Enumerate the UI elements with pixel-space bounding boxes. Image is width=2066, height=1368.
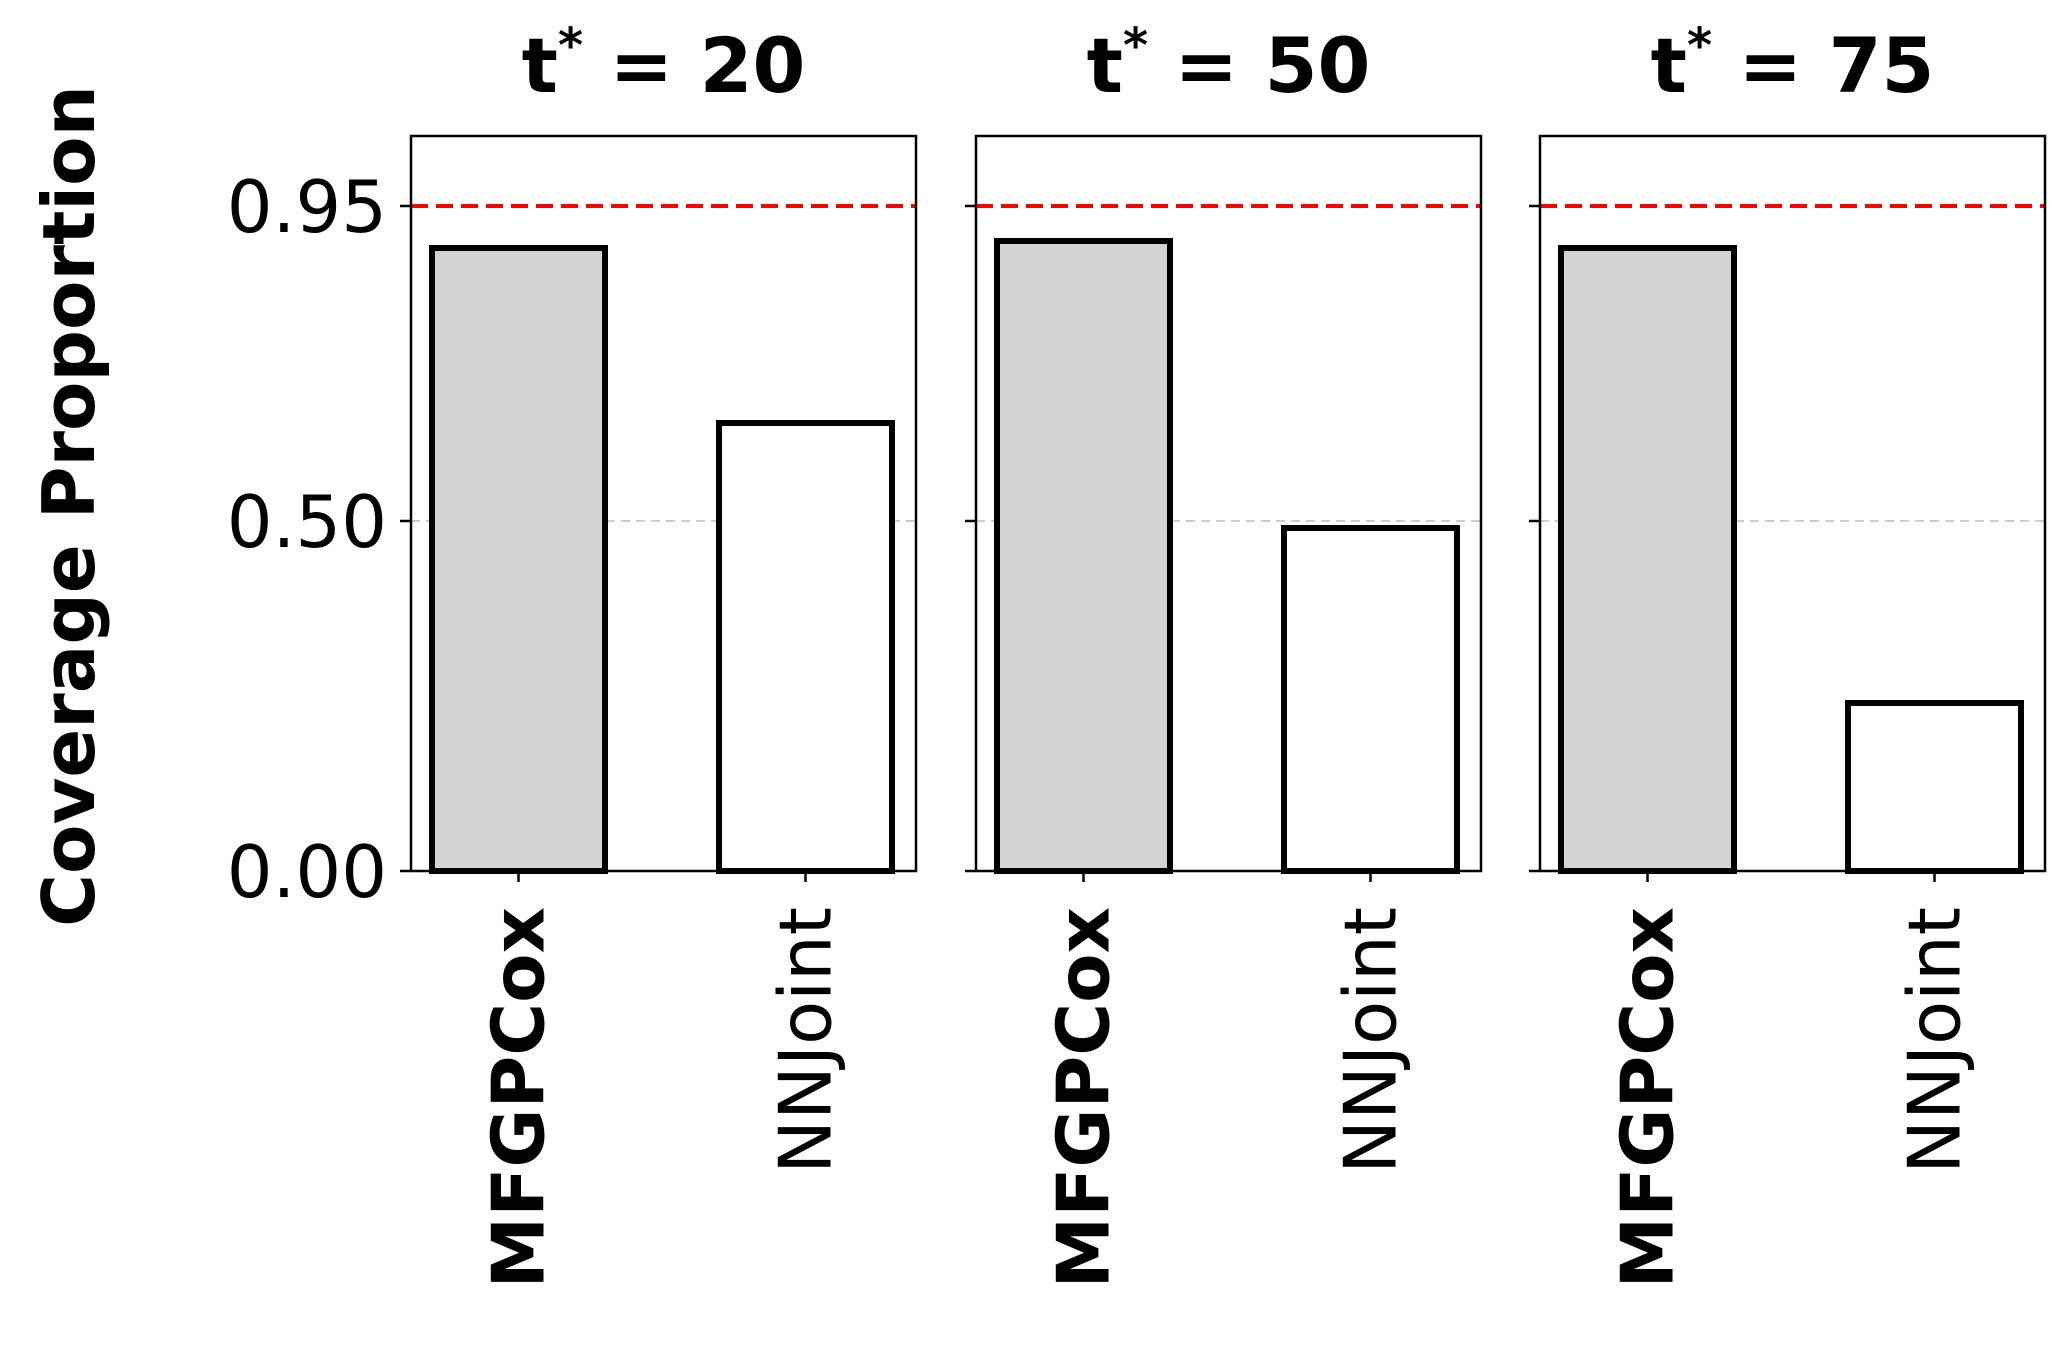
panel-1: 0.00 0.50 0.95 MFGPCox NNJoint t* = 20: [227, 18, 918, 1288]
panel-title: t* = 50: [1087, 18, 1371, 110]
bar-nnjoint: [1845, 700, 2024, 874]
x-tick-label: NNJoint: [1893, 907, 1977, 1174]
x-tick-label: MFGPCox: [477, 907, 561, 1288]
x-tick-label: NNJoint: [764, 907, 848, 1174]
bar-mfgpcox: [994, 238, 1173, 874]
bar-mfgpcox: [1558, 245, 1737, 874]
axes-frame: [409, 134, 918, 873]
panel-3: MFGPCox NNJoint t* = 75: [1529, 18, 2047, 1288]
y-axis-label: Coverage Proportion: [27, 85, 111, 927]
panel-title: t* = 20: [522, 18, 806, 110]
y-tick-label: 0.50: [227, 480, 387, 564]
x-tick-label: MFGPCox: [1606, 907, 1690, 1288]
panel-title: t* = 75: [1651, 18, 1935, 110]
bar-mfgpcox: [429, 245, 608, 874]
y-tick-label: 0.95: [227, 165, 387, 249]
panel-2: MFGPCox NNJoint t* = 50: [965, 18, 1483, 1288]
x-tick-label: NNJoint: [1329, 907, 1413, 1174]
axes-frame: [1538, 134, 2047, 873]
axes-frame: [974, 134, 1483, 873]
y-tick-label: 0.00: [227, 830, 387, 914]
bar-nnjoint: [716, 420, 895, 874]
bar-nnjoint: [1281, 525, 1460, 874]
panels: 0.00 0.50 0.95 MFGPCox NNJoint t* = 20 MFGPCox…: [227, 18, 2047, 1288]
x-tick-label: MFGPCox: [1042, 907, 1126, 1288]
